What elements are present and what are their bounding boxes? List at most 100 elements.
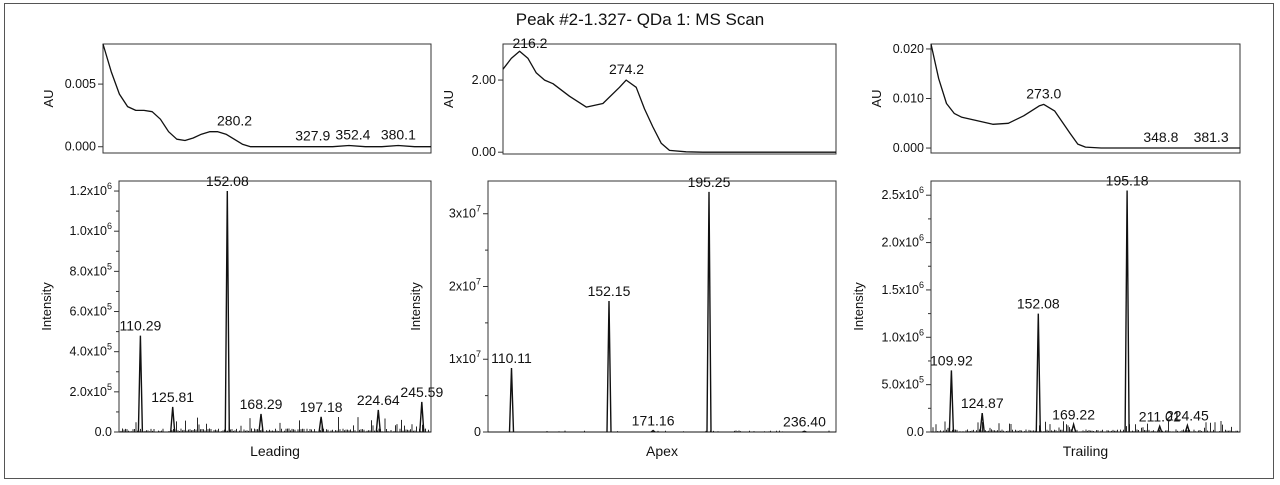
y-tick-label-base: 0.000 [893, 141, 924, 155]
y-tick-label-base: 1.2x10 [69, 184, 107, 198]
y-tick-label-base: 2.0x10 [69, 385, 107, 399]
y-tick-label: 1.0x106 [881, 327, 924, 344]
ms-peak [802, 430, 807, 433]
peak-label: 380.1 [381, 126, 416, 142]
y-tick-label-base: 0.020 [893, 42, 924, 56]
peak-label: 171.16 [632, 413, 675, 429]
peak-label: 216.2 [512, 35, 547, 51]
ms-peak [948, 370, 955, 433]
y-tick-label: 0.020 [893, 42, 924, 56]
peak-label: 274.2 [609, 61, 644, 77]
ms-peak [706, 191, 712, 433]
y-tick-label: 2x107 [449, 276, 481, 293]
y-tick-label-exponent: 6 [919, 233, 924, 243]
peak-label: 168.29 [240, 396, 283, 412]
peak-label: 327.9 [295, 128, 330, 144]
y-tick-label: 0.010 [893, 92, 924, 106]
peak-label: 224.64 [357, 392, 400, 408]
ms-peak [258, 413, 264, 433]
y-axis-label: Intensity [851, 282, 866, 331]
ms-peak [1124, 190, 1130, 433]
y-tick-label: 6.0x105 [69, 302, 112, 319]
plot-frame [102, 43, 432, 154]
y-axis-label: AU [869, 89, 884, 107]
y-tick-label-exponent: 6 [107, 221, 112, 231]
y-tick-label: 5.0x105 [881, 375, 924, 392]
peak-label: 273.0 [1026, 85, 1061, 101]
y-tick-label-base: 1.0x10 [881, 330, 919, 344]
ms-peak [318, 416, 324, 433]
y-axis-label: AU [41, 89, 56, 107]
y-tick-label: 0.0 [95, 425, 112, 439]
y-tick-label-base: 2.0x10 [881, 236, 919, 250]
y-tick-label-base: 1x10 [449, 352, 476, 366]
x-axis-label: Leading [250, 443, 300, 459]
chart-uv-leading: 0.000 0.005 AU 280.2 327.9 352.4 380.1 [41, 43, 432, 154]
peak-label: 152.15 [588, 283, 631, 299]
peak-label: 197.18 [300, 399, 343, 415]
peak-label: 124.87 [961, 395, 1004, 411]
y-tick-label-base: 5.0x10 [881, 378, 919, 392]
y-tick-label-base: 2.5x10 [881, 188, 919, 202]
peak-label: 352.4 [335, 126, 370, 142]
y-tick-label-exponent: 7 [476, 276, 481, 286]
plot-frame [502, 43, 837, 155]
peak-label: 236.40 [783, 413, 826, 429]
peak-label: 224.45 [1166, 407, 1209, 423]
y-tick-label: 0 [474, 425, 481, 439]
y-axis-label: Intensity [39, 282, 54, 331]
ms-peak [650, 429, 656, 433]
y-tick-label-exponent: 5 [107, 342, 112, 352]
chart-uv-apex: 0.00 2.00 AU 216.2 274.2 [441, 35, 837, 159]
y-tick-label-exponent: 6 [919, 327, 924, 337]
chart-ms-trailing: 0.05.0x1051.0x1061.5x1062.0x1062.5x106In… [851, 172, 1241, 459]
y-tick-label-exponent: 5 [107, 261, 112, 271]
y-tick-label: 2.5x106 [881, 185, 924, 202]
y-axis-label: AU [441, 90, 456, 108]
y-tick-label-base: 2.00 [472, 73, 496, 87]
plot-frame [487, 180, 837, 433]
y-tick-label-base: 4.0x10 [69, 345, 107, 359]
ms-peak [375, 409, 381, 433]
y-tick-label: 4.0x105 [69, 342, 112, 359]
y-tick-label-base: 1.0x10 [69, 224, 107, 238]
baseline-noise [120, 417, 429, 432]
chart-ms-leading: 0.02.0x1054.0x1056.0x1058.0x1051.0x1061.… [39, 173, 443, 459]
y-tick-label: 3x107 [449, 204, 481, 221]
peak-label: 211.01 [1139, 408, 1181, 424]
y-tick-label: 0.00 [472, 145, 496, 159]
ms-peak [224, 190, 230, 433]
peak-label: 280.2 [217, 113, 252, 129]
y-tick-label: 0.000 [893, 141, 924, 155]
y-tick-label: 2.00 [472, 73, 496, 87]
y-tick-label: 0.000 [65, 140, 96, 154]
peak-label: 109.92 [930, 352, 973, 368]
ms-peak [979, 413, 985, 433]
figure-title: Peak #2-1.327- QDa 1: MS Scan [515, 10, 765, 29]
y-tick-label: 2.0x105 [69, 382, 112, 399]
y-tick-label: 1.0x106 [69, 221, 112, 238]
y-tick-label-exponent: 7 [476, 349, 481, 359]
y-tick-label-base: 1.5x10 [881, 283, 919, 297]
uv-spectrum-line [502, 50, 836, 153]
ms-peak [170, 406, 176, 433]
y-tick-label-exponent: 5 [107, 302, 112, 312]
y-tick-label-exponent: 6 [919, 185, 924, 195]
y-tick-label-base: 0.00 [472, 145, 496, 159]
chart-ms-apex: 01x1072x1073x107Intensity110.11152.15171… [408, 174, 837, 459]
y-tick-label-base: 8.0x10 [69, 264, 107, 278]
chart-uv-trailing: 0.000 0.010 0.020 AU 273.0 348.8 381.3 [869, 42, 1241, 155]
y-tick-label-base: 2x10 [449, 279, 476, 293]
ms-peak [419, 401, 425, 433]
peak-label: 169.22 [1052, 406, 1095, 422]
x-axis-label: Trailing [1063, 443, 1108, 459]
peak-label: 110.11 [491, 350, 532, 366]
y-tick-label-base: 6.0x10 [69, 305, 107, 319]
y-tick-label-exponent: 7 [476, 204, 481, 214]
y-tick-label-base: 0 [474, 425, 481, 439]
y-tick-label-base: 0.0 [95, 425, 112, 439]
peak-label: 195.18 [1106, 172, 1149, 188]
y-tick-label-exponent: 6 [919, 280, 924, 290]
y-tick-label-base: 0.005 [65, 77, 96, 91]
y-tick-label-exponent: 5 [107, 382, 112, 392]
